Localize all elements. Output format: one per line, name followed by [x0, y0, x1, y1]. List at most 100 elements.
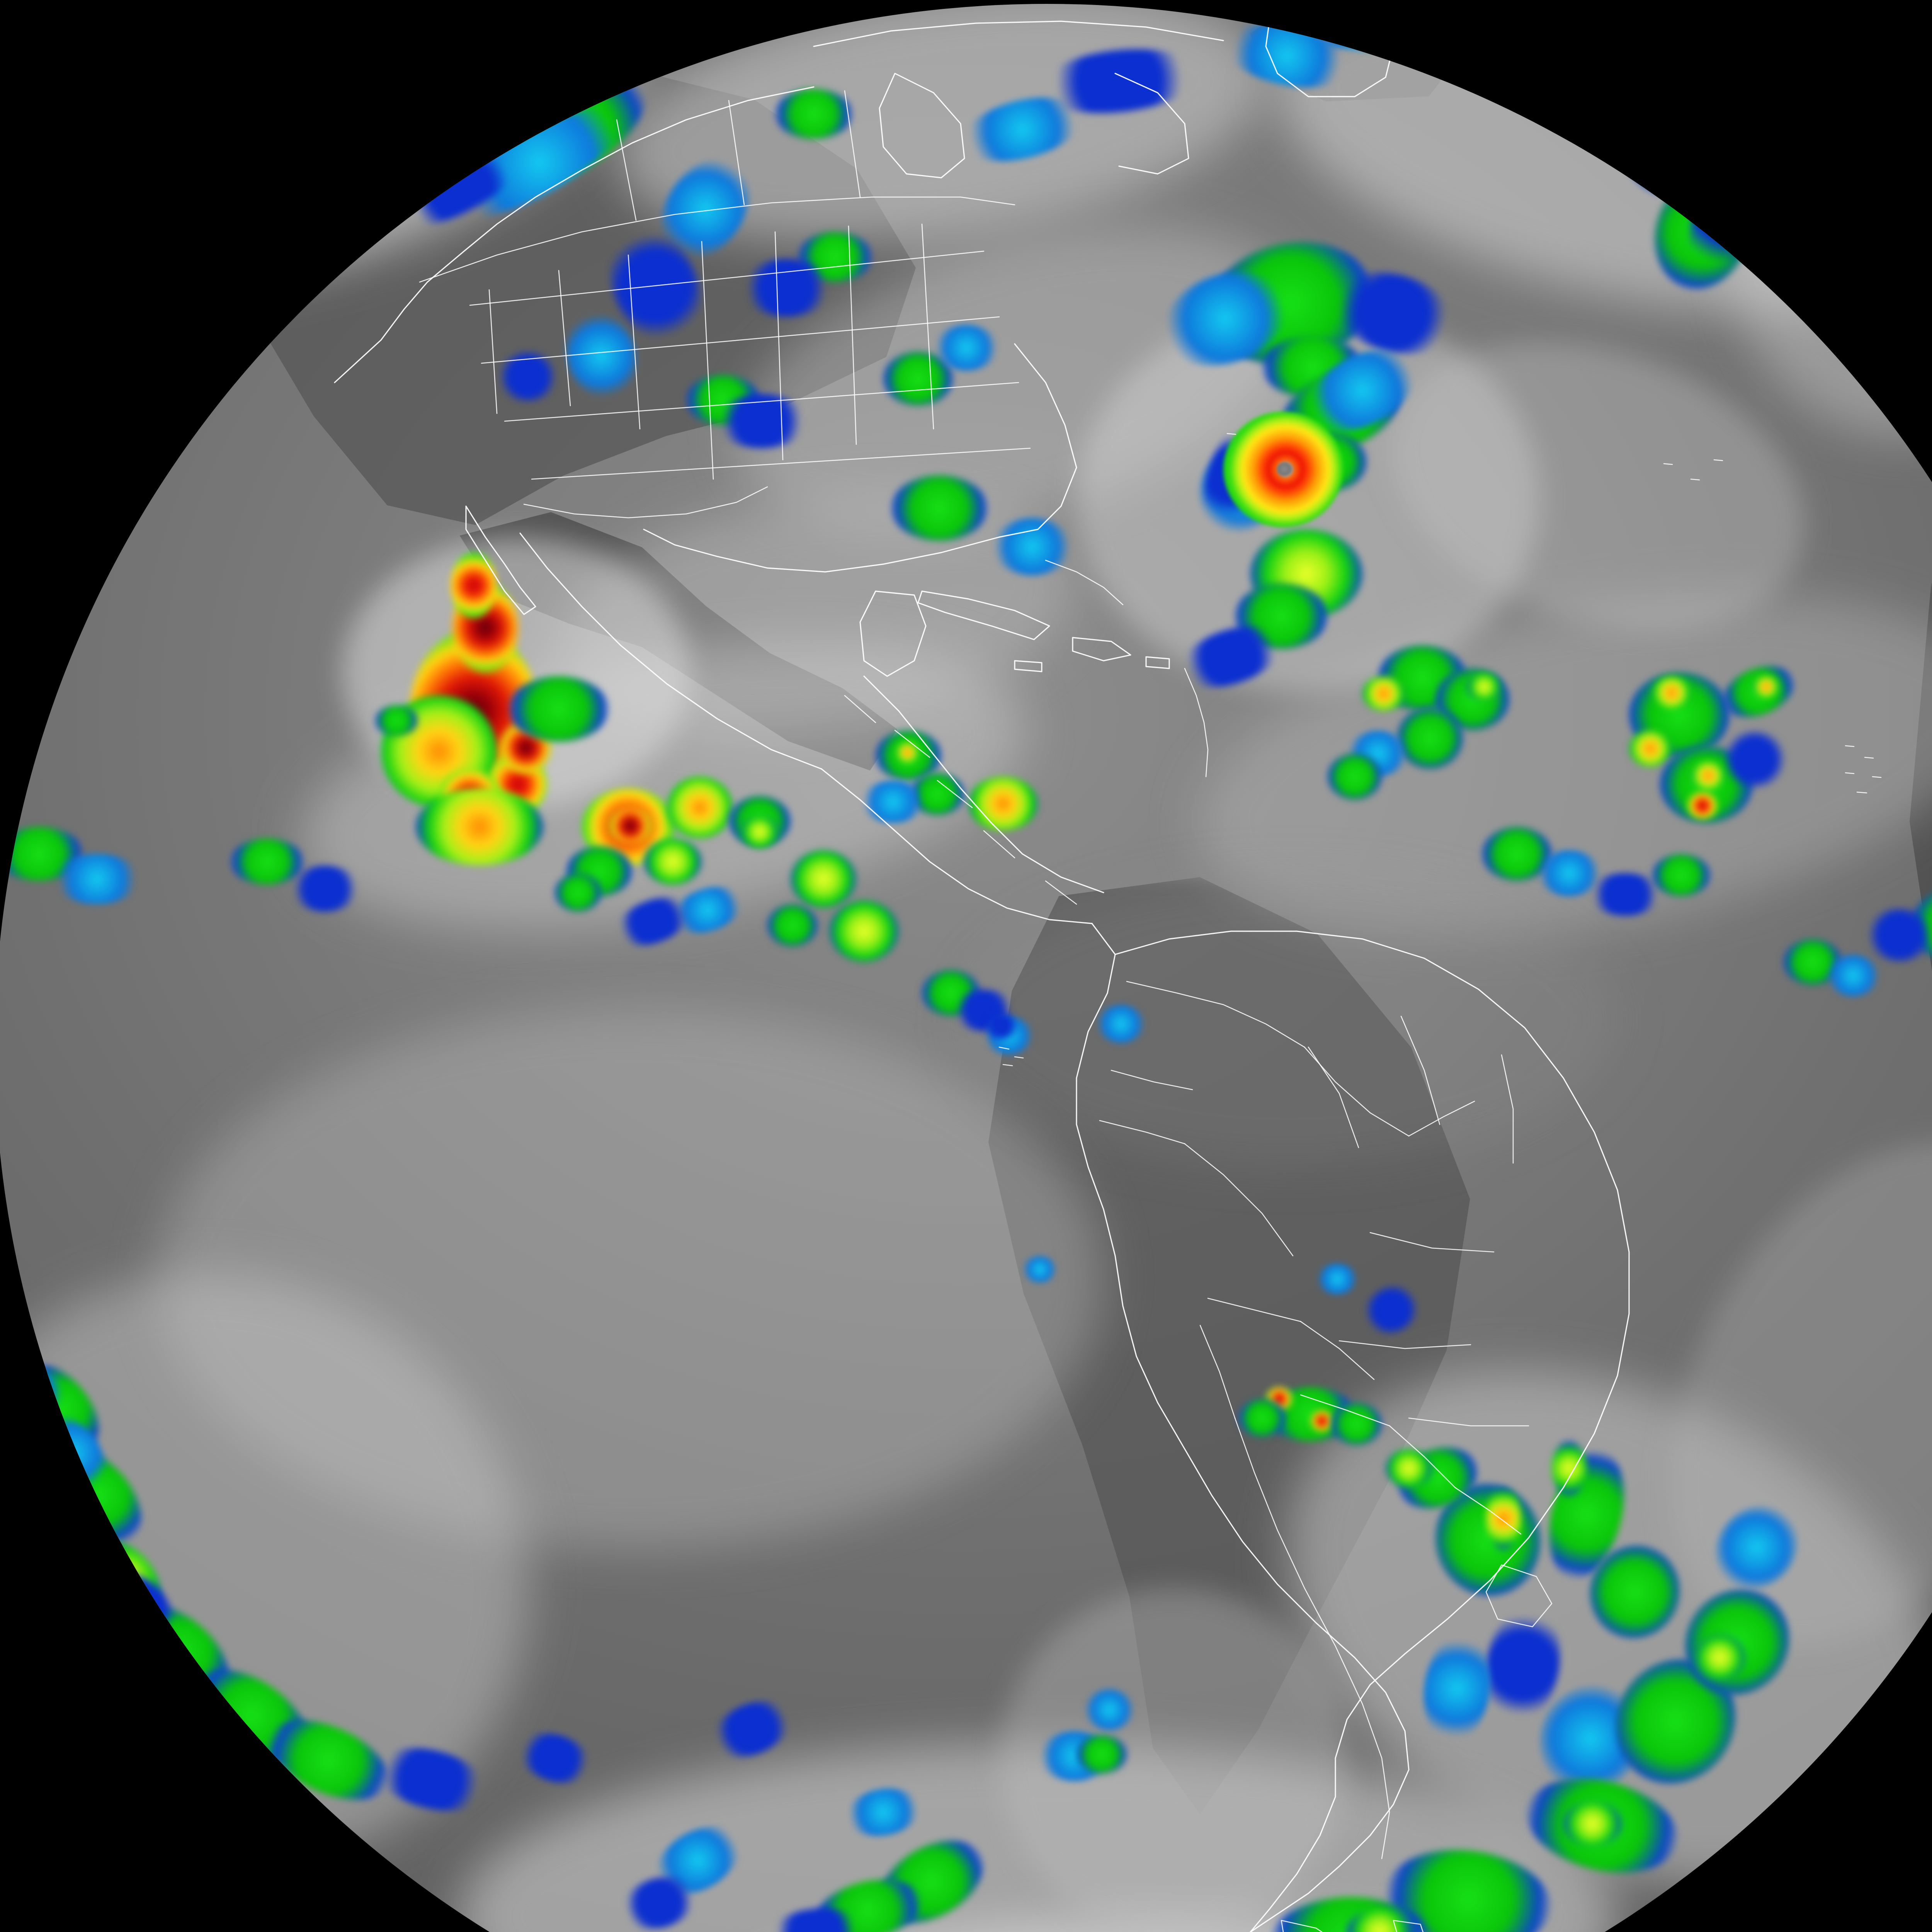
coastline-gulf-of-mexico — [643, 529, 1000, 573]
coastline-central-america — [821, 768, 1093, 924]
border-honduras — [894, 730, 930, 758]
border-uruguay — [1485, 1564, 1553, 1628]
convection-cluster-mexico-south-se — [644, 838, 702, 885]
coastline-canada-arctic — [813, 20, 1224, 47]
convection-wave-eatl-core2 — [1629, 730, 1672, 767]
convection-rockies — [497, 352, 559, 402]
coastline-north-america-west — [334, 86, 815, 383]
convection-amazon-e — [1316, 1264, 1359, 1294]
convection-yucatan-core — [895, 742, 920, 763]
border-chile-argentina — [1234, 1417, 1390, 1859]
coastline-greenland — [1265, 13, 1394, 97]
border-us-canada — [419, 196, 1015, 283]
border-brazil-interior-4 — [1369, 1232, 1495, 1253]
border-canada-provinces-3 — [844, 90, 861, 198]
convection-s-atlantic-core-2 — [1563, 1801, 1621, 1847]
cloud-sheet-amazon — [961, 873, 1617, 1167]
coastline-hispaniola — [1072, 637, 1131, 662]
convection-canada-prairies — [775, 89, 852, 139]
convection-w-limb-mid-4 — [288, 866, 362, 912]
border-guatemala — [844, 695, 876, 723]
border-argentina-brazil — [1454, 1487, 1522, 1535]
convection-bolivia-core-2 — [1310, 1410, 1333, 1432]
coastline-yucatan — [859, 590, 927, 677]
convection-cluster-mexico-south-core — [609, 808, 651, 844]
coastline-azores — [1663, 459, 1723, 481]
convection-itcz-atl-9 — [1652, 854, 1710, 896]
convection-bolivia-e — [1332, 1403, 1382, 1445]
convection-w-limb-mid-3 — [230, 838, 304, 885]
coastline-jamaica — [1014, 660, 1043, 672]
border-ecuador-peru — [1099, 1120, 1185, 1145]
border-nicaragua — [937, 780, 973, 808]
border-us-states-vertical-4 — [701, 241, 714, 480]
convection-cape-verde-w — [1865, 908, 1932, 962]
convection-amazon-central — [1022, 1256, 1057, 1283]
coastline-bahamas — [1045, 560, 1124, 605]
convection-honduras — [860, 781, 926, 823]
border-venezuela-brazil — [1304, 1046, 1410, 1137]
coastline-cuba — [917, 590, 1050, 640]
hurricane-eye — [1277, 462, 1292, 476]
convection-epac-2 — [740, 815, 779, 848]
coastline-cape-verde — [1845, 745, 1882, 794]
border-brazil-interior-5 — [1338, 1340, 1471, 1349]
coastline-tierra-del-fuego — [1281, 1920, 1323, 1932]
coastline-south-america-east — [1114, 930, 1630, 1932]
border-bolivia-chile — [1199, 1325, 1236, 1419]
border-us-states-horizontal-1 — [469, 250, 985, 306]
convection-bolivia-w — [1239, 1399, 1285, 1437]
border-panama — [1045, 880, 1077, 905]
border-costa-rica — [983, 830, 1015, 859]
border-brazil-interior-1 — [1308, 1046, 1359, 1148]
coastline-mexico-pacific — [519, 532, 822, 770]
border-peru-brazil — [1184, 1143, 1294, 1257]
border-us-mexico — [523, 486, 768, 519]
border-canada-provinces-2 — [728, 100, 745, 206]
convection-equatorial-atl-2 — [1826, 954, 1880, 997]
convection-amazon-n — [984, 1012, 1019, 1039]
convection-mcs-mexico-tail — [451, 553, 497, 618]
border-us-states-vertical-6 — [848, 225, 857, 445]
border-us-states-horizontal-4 — [531, 447, 1031, 480]
convection-brazil-coast-core — [1552, 1441, 1587, 1495]
border-brazil-interior-2 — [1400, 1015, 1440, 1125]
border-canada-provinces-1 — [616, 119, 637, 221]
convection-wave-eatl-ne-core — [1753, 676, 1780, 697]
convection-w-limb-low — [0, 1368, 64, 1418]
convection-panama — [829, 900, 899, 962]
convection-w-limb-mid-2 — [53, 854, 141, 904]
convection-itcz-atl-5 — [1328, 753, 1382, 800]
border-bolivia-paraguay — [1300, 1394, 1390, 1427]
coastline-south-america — [1076, 923, 1410, 1932]
hurricane-major — [1181, 332, 1430, 560]
convection-costa-rica — [767, 904, 818, 947]
border-paraguay-argentina — [1389, 1425, 1456, 1488]
coastline-puerto-rico — [1145, 656, 1170, 669]
convection-itcz-atl-1-core — [1362, 676, 1405, 711]
border-us-states-vertical-5 — [774, 231, 784, 461]
convection-se-pacific-3 — [1077, 1735, 1127, 1774]
convection-epac-5 — [555, 873, 601, 912]
coastline-lesser-antilles — [1184, 668, 1209, 777]
coastline-ne-limb — [1733, 88, 1912, 275]
convection-s-atlantic-core — [1695, 1634, 1745, 1681]
convection-s-brazil-ne — [1386, 1449, 1432, 1488]
convection-itcz-atl-3 — [1397, 707, 1463, 769]
cloud-sheet-se-pacific-stratocu — [157, 1009, 1104, 1549]
convection-chile-coast — [1084, 1689, 1134, 1731]
border-us-states-vertical-3 — [628, 254, 641, 430]
coastline-falkland-islands — [1393, 1920, 1424, 1932]
convection-itcz-atl-2-core — [1467, 672, 1502, 701]
geography-overlay — [334, 13, 1912, 1932]
convection-wave-eatl-s-core — [1691, 761, 1726, 790]
coastline-iceland — [1659, 123, 1719, 167]
grayscale-cloud-layer — [0, 4, 1932, 1932]
convection-mexico-offshore-w — [375, 705, 418, 736]
border-colombia-venezuela — [1126, 981, 1305, 1048]
border-us-states-vertical-1 — [488, 289, 498, 414]
coastline-baja-california — [465, 505, 536, 615]
coastline-central-america-caribbean — [863, 675, 1104, 893]
convection-caribbean-e — [968, 777, 1038, 831]
